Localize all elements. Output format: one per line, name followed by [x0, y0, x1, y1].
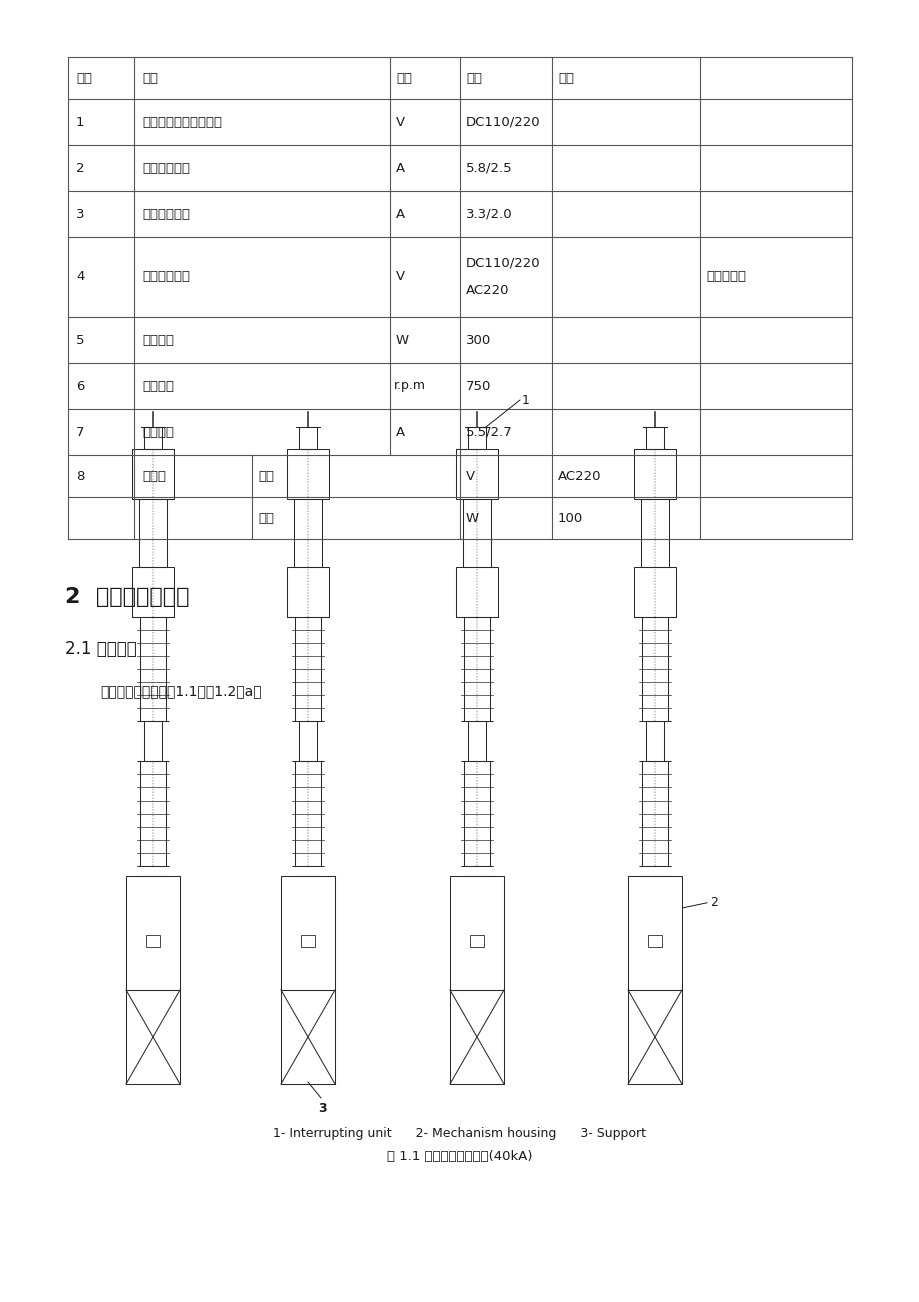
- Bar: [139, 500, 166, 566]
- Bar: [131, 449, 174, 500]
- Bar: [287, 566, 329, 617]
- Text: 断路器总体结构见图1.1及图1.2（a）: 断路器总体结构见图1.1及图1.2（a）: [100, 684, 261, 698]
- Bar: [456, 449, 497, 500]
- Text: 2.1 总体结构: 2.1 总体结构: [65, 641, 137, 658]
- Bar: [641, 500, 668, 566]
- Text: 5.5/2.7: 5.5/2.7: [466, 426, 512, 439]
- Text: W: W: [466, 512, 479, 525]
- Bar: [645, 427, 664, 449]
- Text: 1: 1: [521, 393, 529, 406]
- Text: W: W: [395, 333, 409, 346]
- Text: 3.3/2.0: 3.3/2.0: [466, 207, 512, 220]
- Text: 加热器: 加热器: [142, 470, 165, 483]
- Text: DC110/220: DC110/220: [466, 116, 540, 129]
- Text: 按订货合同: 按订货合同: [705, 271, 745, 284]
- Text: 1- Interrupting unit      2- Mechanism housing      3- Support: 1- Interrupting unit 2- Mechanism housin…: [273, 1128, 646, 1141]
- Bar: [126, 876, 180, 990]
- Bar: [299, 427, 317, 449]
- Text: 2  结构和工作原理: 2 结构和工作原理: [65, 587, 189, 607]
- Text: A: A: [395, 207, 404, 220]
- Text: 合闸线圈电流: 合闸线圈电流: [142, 207, 190, 220]
- Text: 3: 3: [318, 1101, 326, 1115]
- Bar: [294, 500, 322, 566]
- Bar: [463, 500, 490, 566]
- Text: 750: 750: [466, 379, 491, 392]
- Bar: [633, 566, 675, 617]
- Bar: [143, 427, 162, 449]
- Bar: [287, 449, 329, 500]
- Bar: [131, 566, 174, 617]
- Bar: [647, 935, 662, 947]
- Text: 300: 300: [466, 333, 491, 346]
- Text: r.p.m: r.p.m: [393, 379, 425, 392]
- Text: 1: 1: [76, 116, 85, 129]
- Text: 4: 4: [76, 271, 85, 284]
- Text: 电机电流: 电机电流: [142, 426, 174, 439]
- Text: 8: 8: [76, 470, 85, 483]
- Text: DC110/220: DC110/220: [466, 256, 540, 270]
- Bar: [645, 721, 664, 762]
- Text: 6: 6: [76, 379, 85, 392]
- Text: V: V: [466, 470, 474, 483]
- Text: 电压: 电压: [257, 470, 274, 483]
- Text: 序号: 序号: [76, 72, 92, 85]
- Text: 数据: 数据: [466, 72, 482, 85]
- Text: 7: 7: [76, 426, 85, 439]
- Text: AC220: AC220: [558, 470, 601, 483]
- Text: 5.8/2.5: 5.8/2.5: [466, 161, 512, 174]
- Text: 备注: 备注: [558, 72, 573, 85]
- Bar: [299, 721, 317, 762]
- Text: 项目: 项目: [142, 72, 158, 85]
- Text: V: V: [395, 116, 404, 129]
- Text: V: V: [395, 271, 404, 284]
- Text: 5: 5: [76, 333, 85, 346]
- Text: 2: 2: [709, 896, 717, 909]
- Text: 100: 100: [558, 512, 583, 525]
- Text: 分、合闸线圈控制电压: 分、合闸线圈控制电压: [142, 116, 221, 129]
- Bar: [628, 876, 681, 990]
- Text: 电机功率: 电机功率: [142, 333, 174, 346]
- Bar: [633, 449, 675, 500]
- Bar: [470, 935, 483, 947]
- Bar: [146, 935, 160, 947]
- Text: 3: 3: [76, 207, 85, 220]
- Bar: [144, 721, 162, 762]
- Bar: [468, 721, 485, 762]
- Text: A: A: [395, 161, 404, 174]
- Text: 图 1.1 断路器总体结构图(40kA): 图 1.1 断路器总体结构图(40kA): [387, 1150, 532, 1163]
- Bar: [449, 876, 504, 990]
- Text: 单位: 单位: [395, 72, 412, 85]
- Bar: [280, 876, 335, 990]
- Text: 电机转速: 电机转速: [142, 379, 174, 392]
- Text: 功率: 功率: [257, 512, 274, 525]
- Bar: [456, 566, 497, 617]
- Text: 2: 2: [76, 161, 85, 174]
- Bar: [468, 427, 485, 449]
- Text: 电机电源电压: 电机电源电压: [142, 271, 190, 284]
- Text: AC220: AC220: [466, 285, 509, 297]
- Text: A: A: [395, 426, 404, 439]
- Bar: [301, 935, 314, 947]
- Text: 分闸线圈电流: 分闸线圈电流: [142, 161, 190, 174]
